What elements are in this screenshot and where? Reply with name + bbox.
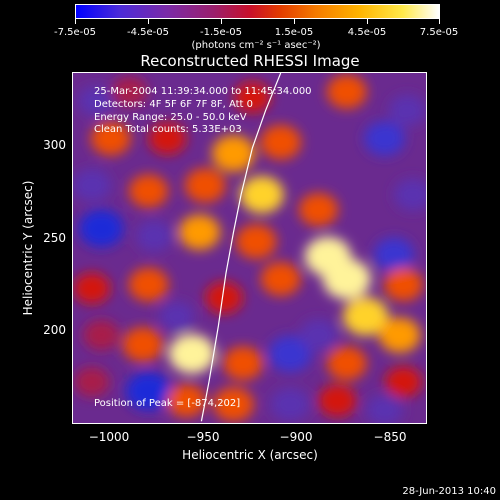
heatmap-cell — [239, 176, 284, 214]
heatmap-cell — [128, 174, 169, 208]
heatmap-cell — [168, 334, 216, 374]
heatmap-cell — [178, 214, 221, 250]
colorbar-tick-label: -4.5e-05 — [127, 27, 169, 38]
heatmap-cell — [342, 297, 389, 336]
heatmap-cell — [366, 394, 403, 423]
heatmap-cell — [260, 261, 301, 296]
heatmap-cell — [205, 281, 243, 314]
colorbar-tick — [75, 19, 76, 24]
heatmap-cell — [322, 258, 371, 300]
heatmap-cell — [148, 122, 187, 155]
chart-title: Reconstructed RHESSI Image — [140, 52, 360, 70]
heatmap-cell — [135, 220, 173, 252]
heatmap-cell — [374, 237, 415, 272]
peak-position-annotation: Position of Peak = [-874,202] — [94, 398, 241, 409]
colorbar-tick-label: -1.5e-05 — [200, 27, 242, 38]
heatmap-cell — [385, 366, 422, 398]
heatmap-cell — [388, 94, 426, 127]
colorbar-tick — [221, 19, 222, 24]
total-counts-annotation: Clean Total counts: 5.33E+03 — [94, 124, 242, 135]
colorbar-tick-label: 4.5e-05 — [347, 27, 387, 38]
colorbar-tick-label: 1.5e-05 — [274, 27, 314, 38]
colorbar-units-label: (photons cm⁻² s⁻¹ asec⁻²) — [191, 40, 321, 51]
heatmap-cell — [378, 317, 421, 353]
colorbar-tick — [294, 19, 295, 24]
x-axis-label: Heliocentric X (arcsec) — [182, 448, 318, 462]
heatmap-cell — [298, 193, 339, 227]
time-range-annotation: 25-Mar-2004 11:39:34.000 to 11:45:34.000 — [94, 86, 312, 97]
heatmap-cell — [233, 81, 271, 113]
heatmap-cell — [74, 366, 110, 397]
heatmap-cell — [78, 209, 124, 248]
image-plot-area — [72, 72, 427, 424]
heatmap-cell — [268, 335, 312, 373]
heatmap-cell — [78, 86, 114, 117]
heatmap-cell — [83, 319, 120, 351]
heatmap-cell — [125, 371, 172, 411]
heatmap-cell — [73, 272, 111, 304]
detectors-annotation: Detectors: 4F 5F 6F 7F 8F, Att 0 — [94, 99, 254, 110]
y-tick-label: 250 — [43, 231, 66, 245]
heatmap-cell — [299, 319, 338, 352]
heatmap-cell — [394, 178, 426, 211]
heatmap-cell — [122, 327, 164, 362]
x-tick-label: −1000 — [88, 430, 130, 444]
heatmap-canvas — [73, 73, 426, 423]
heatmap-cell — [166, 383, 206, 418]
colorbar — [75, 4, 440, 19]
heatmap-cell — [326, 346, 367, 381]
y-axis-label: Heliocentric Y (arcsec) — [21, 180, 35, 316]
heatmap-cell — [112, 76, 148, 107]
heatmap-cell — [326, 74, 367, 109]
heatmap-cell — [364, 121, 405, 156]
heatmap-cell — [90, 121, 131, 156]
colorbar-tick-label: -7.5e-05 — [54, 27, 96, 38]
heatmap-cell — [222, 346, 263, 381]
heatmap-blobs — [73, 74, 426, 423]
generation-date: 28-Jun-2013 10:40 — [402, 486, 496, 497]
energy-range-annotation: Energy Range: 25.0 - 50.0 keV — [94, 112, 247, 123]
heatmap-cell — [159, 301, 195, 332]
heatmap-cell — [184, 168, 226, 203]
colorbar-tick-label: 7.5e-05 — [419, 27, 459, 38]
x-tick-label: −900 — [279, 430, 313, 444]
colorbar-tick — [439, 19, 440, 24]
heatmap-cell — [213, 387, 254, 422]
solar-limb-line — [200, 73, 282, 422]
heatmap-cell — [260, 124, 302, 160]
heatmap-cell — [128, 267, 169, 302]
heatmap-cell — [73, 169, 112, 202]
x-tick-label: −850 — [373, 430, 407, 444]
x-tick-label: −950 — [186, 430, 220, 444]
colorbar-tick — [148, 19, 149, 24]
heatmap-cell — [383, 267, 424, 302]
heatmap-cell — [235, 224, 277, 259]
heatmap-cell — [318, 384, 357, 417]
y-tick-label: 300 — [43, 138, 66, 152]
y-tick-label: 200 — [43, 323, 66, 337]
colorbar-tick — [367, 19, 368, 24]
heatmap-cell — [270, 387, 310, 422]
heatmap-cell — [211, 135, 256, 172]
